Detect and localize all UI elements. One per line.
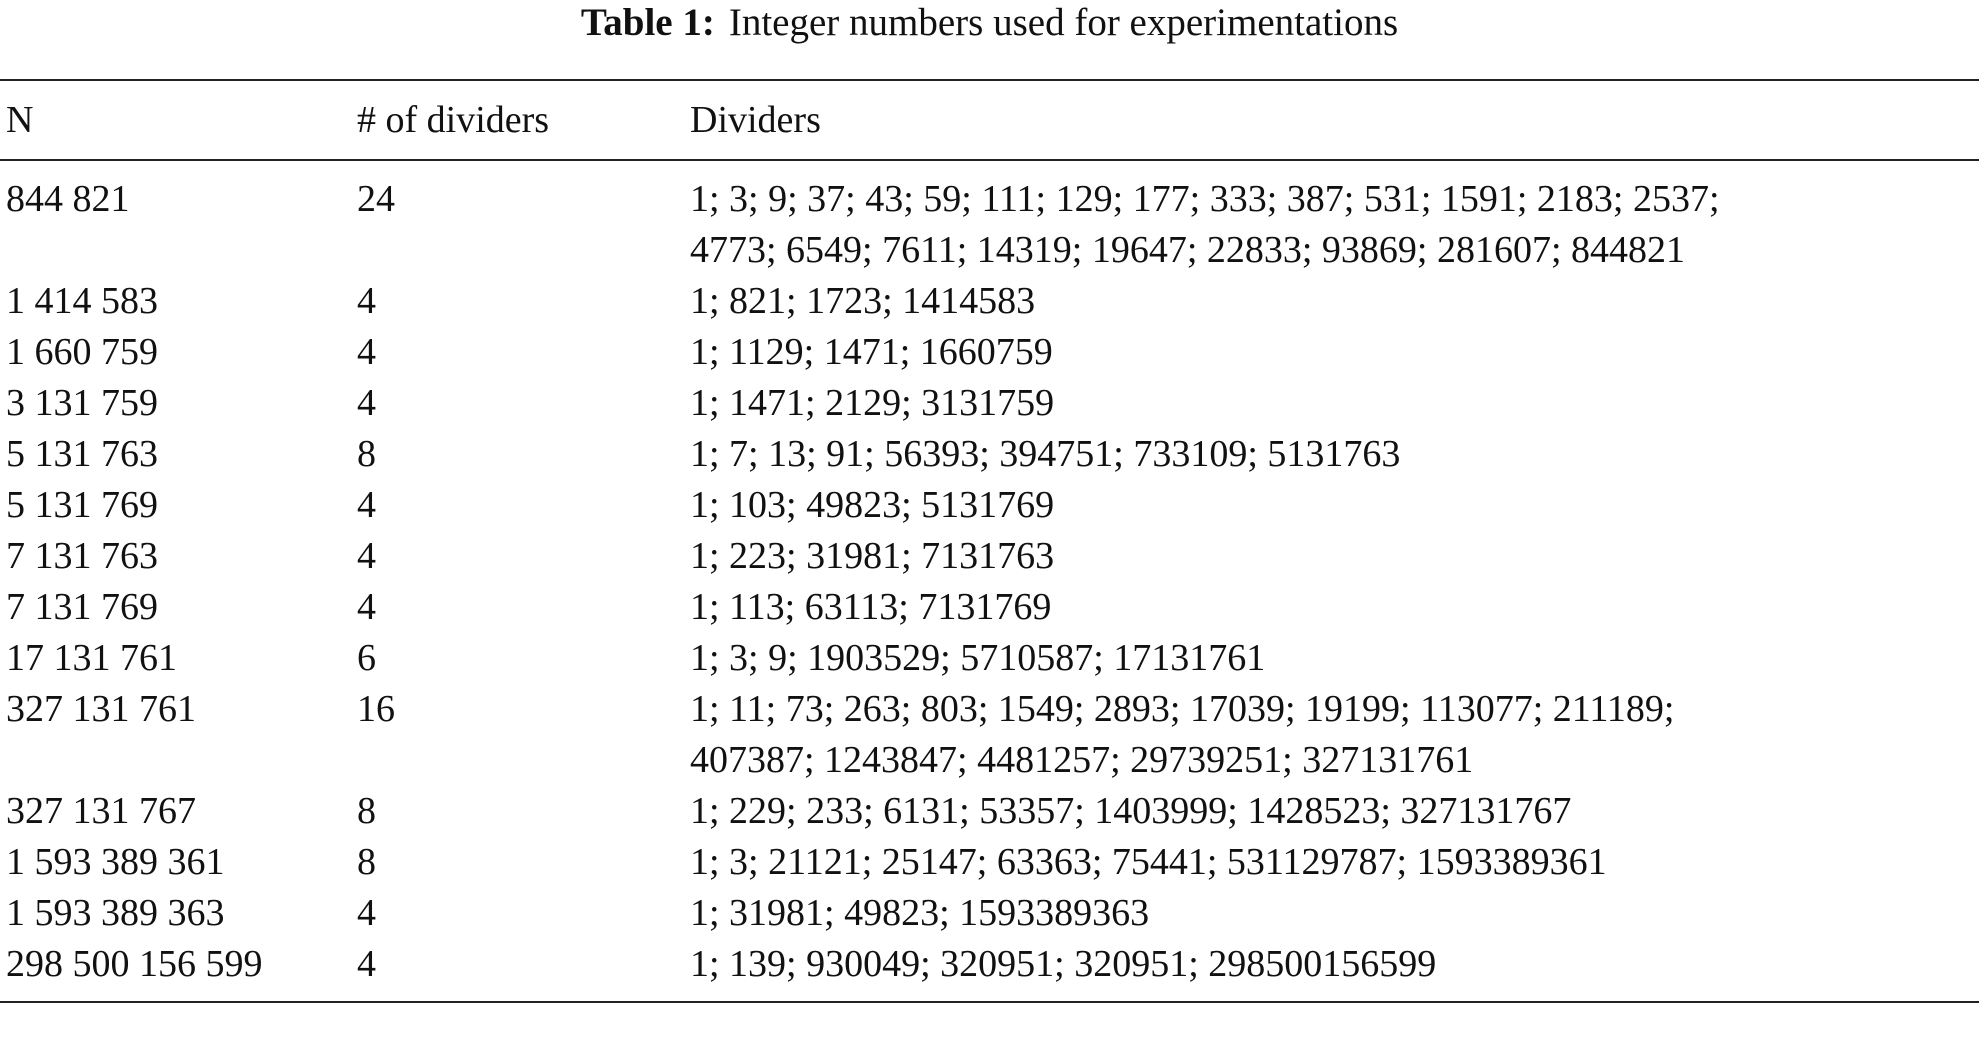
dividers-line: 1; 3; 9; 1903529; 5710587; 17131761 bbox=[690, 637, 1266, 679]
dividers-line: 1; 139; 930049; 320951; 320951; 29850015… bbox=[690, 943, 1437, 985]
cell-n: 327 131 761 bbox=[6, 688, 196, 730]
header-cell: Dividers bbox=[690, 99, 821, 141]
cell-dividers: 1; 11; 73; 263; 803; 1549; 2893; 17039; … bbox=[690, 684, 1979, 786]
table-row: 1 593 389 363 4 1; 31981; 49823; 159338936… bbox=[0, 888, 1979, 939]
caption-label: Table 1: bbox=[580, 1, 715, 44]
dividers-line: 1; 113; 63113; 7131769 bbox=[690, 586, 1052, 628]
dividers-line: 1; 229; 233; 6131; 53357; 1403999; 14285… bbox=[690, 790, 1572, 832]
cell-count: 4 bbox=[357, 382, 376, 424]
dividers-line: 1; 3; 21121; 25147; 63363; 75441; 531129… bbox=[690, 841, 1607, 883]
table-header: N # of dividers Dividers bbox=[0, 80, 1979, 160]
cell-count: 4 bbox=[357, 943, 376, 985]
dividers-line: 1; 3; 9; 37; 43; 59; 111; 129; 177; 333;… bbox=[690, 178, 1720, 220]
cell-n: 7 131 763 bbox=[6, 535, 158, 577]
cell-count: 4 bbox=[357, 331, 376, 373]
cell-n: 5 131 769 bbox=[6, 484, 158, 526]
dividers-line: 1; 103; 49823; 5131769 bbox=[690, 484, 1055, 526]
table-row: 7 131 763 4 1; 223; 31981; 7131763 bbox=[0, 531, 1979, 582]
cell-count: 8 bbox=[357, 433, 376, 475]
cell-n: 3 131 759 bbox=[6, 382, 158, 424]
cell-dividers: 1; 3; 9; 1903529; 5710587; 17131761 bbox=[690, 633, 1979, 684]
header-cell: # of dividers bbox=[357, 99, 550, 141]
dividers-line: 1; 31981; 49823; 1593389363 bbox=[690, 892, 1150, 934]
dividers-line: 4773; 6549; 7611; 14319; 19647; 22833; 9… bbox=[690, 229, 1686, 271]
cell-dividers: 1; 31981; 49823; 1593389363 bbox=[690, 888, 1979, 939]
table-body: 844 821 24 1; 3; 9; 37; 43; 59; 111; 129; … bbox=[0, 160, 1979, 1002]
cell-count: 4 bbox=[357, 892, 376, 934]
table-row: 5 131 769 4 1; 103; 49823; 5131769 bbox=[0, 480, 1979, 531]
cell-dividers: 1; 1471; 2129; 3131759 bbox=[690, 378, 1979, 429]
table-row: 327 131 767 8 1; 229; 233; 6131; 53357; 14… bbox=[0, 786, 1979, 837]
cell-dividers: 1; 139; 930049; 320951; 320951; 29850015… bbox=[690, 939, 1979, 1002]
cell-n: 298 500 156 599 bbox=[6, 943, 263, 985]
cell-n: 1 660 759 bbox=[6, 331, 158, 373]
table-row: 1 593 389 361 8 1; 3; 21121; 25147; 63363;… bbox=[0, 837, 1979, 888]
cell-dividers: 1; 7; 13; 91; 56393; 394751; 733109; 513… bbox=[690, 429, 1979, 480]
cell-count: 4 bbox=[357, 484, 376, 526]
dividers-line: 1; 7; 13; 91; 56393; 394751; 733109; 513… bbox=[690, 433, 1401, 475]
cell-dividers: 1; 229; 233; 6131; 53357; 1403999; 14285… bbox=[690, 786, 1979, 837]
cell-dividers: 1; 223; 31981; 7131763 bbox=[690, 531, 1979, 582]
cell-dividers: 1; 103; 49823; 5131769 bbox=[690, 480, 1979, 531]
table-caption: Table 1: Integer numbers used for experim… bbox=[0, 0, 1979, 46]
cell-n: 1 593 389 361 bbox=[6, 841, 225, 883]
table-row: 5 131 763 8 1; 7; 13; 91; 56393; 394751; 7… bbox=[0, 429, 1979, 480]
cell-n: 1 593 389 363 bbox=[6, 892, 225, 934]
table-row: 1 660 759 4 1; 1129; 1471; 1660759 bbox=[0, 327, 1979, 378]
header-row: N # of dividers Dividers bbox=[0, 80, 1979, 160]
cell-count: 8 bbox=[357, 841, 376, 883]
cell-n: 844 821 bbox=[6, 178, 130, 220]
table-row: 3 131 759 4 1; 1471; 2129; 3131759 bbox=[0, 378, 1979, 429]
cell-dividers: 1; 3; 21121; 25147; 63363; 75441; 531129… bbox=[690, 837, 1979, 888]
cell-count: 16 bbox=[357, 688, 395, 730]
table: N # of dividers Dividers 844 821 24 1; 3; 9;… bbox=[0, 79, 1979, 1003]
cell-n: 1 414 583 bbox=[6, 280, 158, 322]
caption-text: Integer numbers used for experimentation… bbox=[728, 1, 1399, 44]
dividers-line: 1; 821; 1723; 1414583 bbox=[690, 280, 1036, 322]
cell-n: 17 131 761 bbox=[6, 637, 177, 679]
cell-dividers: 1; 113; 63113; 7131769 bbox=[690, 582, 1979, 633]
cell-count: 4 bbox=[357, 586, 376, 628]
table-row: 298 500 156 599 4 1; 139; 930049; 320951; … bbox=[0, 939, 1979, 1002]
cell-dividers: 1; 3; 9; 37; 43; 59; 111; 129; 177; 333;… bbox=[690, 160, 1979, 276]
cell-count: 4 bbox=[357, 535, 376, 577]
table-row: 327 131 761 16 1; 11; 73; 263; 803; 1549; … bbox=[0, 684, 1979, 786]
dividers-line: 1; 11; 73; 263; 803; 1549; 2893; 17039; … bbox=[690, 688, 1675, 730]
cell-n: 7 131 769 bbox=[6, 586, 158, 628]
dividers-line: 407387; 1243847; 4481257; 29739251; 3271… bbox=[690, 739, 1474, 781]
table-row: 1 414 583 4 1; 821; 1723; 1414583 bbox=[0, 276, 1979, 327]
cell-count: 24 bbox=[357, 178, 395, 220]
cell-count: 8 bbox=[357, 790, 376, 832]
dividers-line: 1; 1471; 2129; 3131759 bbox=[690, 382, 1055, 424]
table-row: 844 821 24 1; 3; 9; 37; 43; 59; 111; 129; … bbox=[0, 160, 1979, 276]
cell-n: 5 131 763 bbox=[6, 433, 158, 475]
cell-count: 6 bbox=[357, 637, 376, 679]
cell-dividers: 1; 1129; 1471; 1660759 bbox=[690, 327, 1979, 378]
table-row: 17 131 761 6 1; 3; 9; 1903529; 5710587; 17… bbox=[0, 633, 1979, 684]
cell-n: 327 131 767 bbox=[6, 790, 196, 832]
header-cell: N bbox=[6, 99, 34, 141]
table-row: 7 131 769 4 1; 113; 63113; 7131769 bbox=[0, 582, 1979, 633]
cell-count: 4 bbox=[357, 280, 376, 322]
dividers-line: 1; 223; 31981; 7131763 bbox=[690, 535, 1055, 577]
dividers-line: 1; 1129; 1471; 1660759 bbox=[690, 331, 1053, 373]
cell-dividers: 1; 821; 1723; 1414583 bbox=[690, 276, 1979, 327]
